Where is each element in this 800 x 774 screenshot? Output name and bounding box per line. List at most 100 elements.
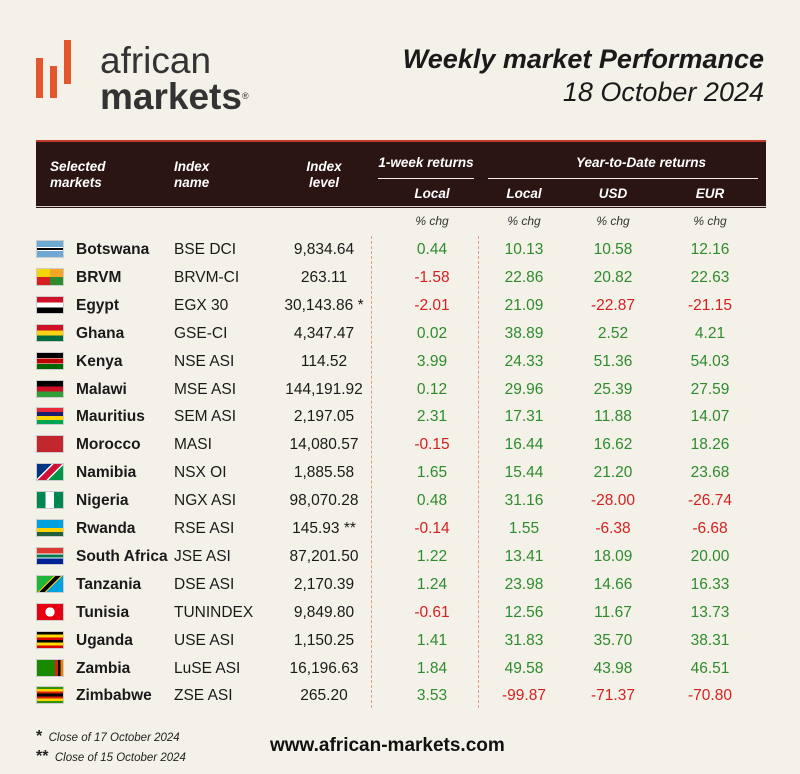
table-row: Tanzania DSE ASI 2,170.39 1.24 23.98 14.66 16.… — [36, 571, 766, 599]
malawi-flag-icon — [36, 379, 64, 398]
ytd-usd-chg: -6.38 — [595, 520, 631, 537]
index-name: MASI — [174, 436, 212, 454]
header-ytd-eur: EUR — [695, 186, 725, 201]
table-row: BRVM BRVM-CI 263.11 -1.58 22.86 20.82 22.63 — [36, 264, 766, 292]
header-ytd-usd: USD — [598, 186, 628, 201]
ytd-usd-chg: 14.66 — [593, 575, 633, 593]
week-local-chg: 0.12 — [416, 380, 448, 398]
ytd-usd-chg: 35.70 — [593, 631, 633, 649]
header-ytd-returns: Year-to-Date returns — [575, 155, 707, 170]
ytd-eur-chg: 4.21 — [694, 324, 726, 342]
index-level: 14,080.57 — [289, 436, 359, 454]
country-name: Malawi — [76, 380, 127, 398]
index-level: 30,143.86 * — [284, 296, 364, 314]
ytd-usd-chg: 18.09 — [593, 547, 633, 565]
country-name: Rwanda — [76, 520, 136, 537]
footnote-1: * Close of 17 October 2024 — [36, 728, 180, 745]
country-name: Zimbabwe — [76, 687, 152, 705]
website-url[interactable]: www.african-markets.com — [270, 735, 505, 756]
index-level: 87,201.50 — [289, 547, 359, 565]
ytd-eur-chg: 12.16 — [690, 241, 730, 258]
index-name: ZSE ASI — [174, 687, 233, 705]
ytd-eur-chg: 20.00 — [690, 547, 730, 565]
ytd-local-chg: 31.83 — [504, 631, 544, 649]
table-row: Egypt EGX 30 30,143.86 * -2.01 21.09 -22.87 -2… — [36, 292, 766, 320]
egypt-flag-icon — [36, 295, 64, 314]
header-divider — [488, 178, 758, 179]
subheader-chg: % chg — [596, 214, 630, 228]
table-row: Uganda USE ASI 1,150.25 1.41 31.83 35.70 38.31 — [36, 627, 766, 655]
ytd-eur-chg: 46.51 — [690, 659, 730, 677]
index-name: BRVM-CI — [174, 268, 240, 286]
ytd-local-chg: 23.98 — [504, 575, 544, 593]
country-name: Botswana — [76, 241, 150, 258]
ytd-local-chg: 21.09 — [504, 296, 544, 314]
subheader-chg: % chg — [507, 214, 541, 228]
index-level: 2,170.39 — [293, 575, 355, 593]
week-local-chg: 0.48 — [416, 492, 448, 510]
ytd-eur-chg: 23.68 — [690, 464, 730, 482]
ytd-eur-chg: 22.63 — [690, 268, 730, 286]
logo: african markets® — [36, 40, 276, 120]
column-divider — [478, 236, 479, 708]
ytd-eur-chg: -70.80 — [688, 687, 732, 705]
ytd-usd-chg: 16.62 — [593, 436, 633, 454]
title-date: 18 October 2024 — [562, 77, 764, 107]
ytd-eur-chg: -26.74 — [688, 492, 732, 510]
ytd-eur-chg: 13.73 — [690, 603, 730, 621]
table-row: Malawi MSE ASI 144,191.92 0.12 29.96 25.39 27.… — [36, 376, 766, 404]
index-name: SEM ASI — [174, 408, 237, 426]
ytd-local-chg: 38.89 — [504, 324, 544, 342]
ytd-usd-chg: 20.82 — [593, 268, 633, 286]
header-ytd-local: Local — [506, 186, 542, 201]
logo-text-african: african — [100, 40, 212, 81]
week-local-chg: 1.22 — [416, 547, 448, 565]
title-main: Weekly market Performance — [402, 44, 764, 74]
footnote-2: ** Close of 15 October 2024 — [36, 748, 186, 765]
tunisia-flag-icon — [36, 602, 64, 621]
ytd-usd-chg: -71.37 — [591, 687, 635, 705]
country-name: Uganda — [76, 631, 133, 649]
week-local-chg: 3.53 — [416, 687, 448, 705]
ytd-eur-chg: 14.07 — [690, 408, 730, 426]
country-name: South Africa — [76, 547, 168, 565]
ytd-local-chg: 17.31 — [504, 408, 544, 426]
index-name: USE ASI — [174, 631, 235, 649]
ytd-local-chg: 13.41 — [504, 547, 544, 565]
week-local-chg: 2.31 — [416, 408, 448, 426]
ytd-usd-chg: 43.98 — [593, 659, 633, 677]
index-name: TUNINDEX — [174, 603, 254, 621]
table-row: Nigeria NGX ASI 98,070.28 0.48 31.16 -28.00 -2… — [36, 487, 766, 515]
ytd-local-chg: 29.96 — [504, 380, 544, 398]
table-row: Kenya NSE ASI 114.52 3.99 24.33 51.36 54.03 — [36, 348, 766, 376]
index-name: DSE ASI — [174, 575, 235, 593]
index-name: RSE ASI — [174, 520, 235, 537]
uganda-flag-icon — [36, 630, 64, 649]
week-local-chg: -1.58 — [414, 268, 450, 286]
ytd-usd-chg: 2.52 — [597, 324, 629, 342]
index-name: JSE ASI — [174, 547, 231, 565]
index-level: 2,197.05 — [293, 408, 355, 426]
ytd-eur-chg: 27.59 — [690, 380, 730, 398]
header-market: Selected markets — [50, 159, 106, 190]
table-row: Tunisia TUNINDEX 9,849.80 -0.61 12.56 11.67 13… — [36, 599, 766, 627]
header-divider — [378, 178, 474, 179]
zambia-flag-icon — [36, 658, 64, 677]
brvm-flag-icon — [36, 267, 64, 286]
ghana-flag-icon — [36, 323, 64, 342]
ytd-eur-chg: 38.31 — [690, 631, 730, 649]
subheader-chg: % chg — [415, 214, 449, 228]
ytd-usd-chg: 51.36 — [593, 352, 633, 370]
mauritius-flag-icon — [36, 407, 64, 426]
country-name: Morocco — [76, 436, 141, 454]
country-name: Tanzania — [76, 575, 142, 593]
botswana-flag-icon — [36, 240, 64, 258]
index-level: 1,885.58 — [293, 464, 355, 482]
ytd-eur-chg: 18.26 — [690, 436, 730, 454]
ytd-local-chg: 16.44 — [504, 436, 544, 454]
tanzania-flag-icon — [36, 574, 64, 593]
week-local-chg: 1.65 — [416, 464, 448, 482]
week-local-chg: 1.24 — [416, 575, 448, 593]
table-row: Zambia LuSE ASI 16,196.63 1.84 49.58 43.98 46.… — [36, 655, 766, 683]
nigeria-flag-icon — [36, 491, 64, 510]
